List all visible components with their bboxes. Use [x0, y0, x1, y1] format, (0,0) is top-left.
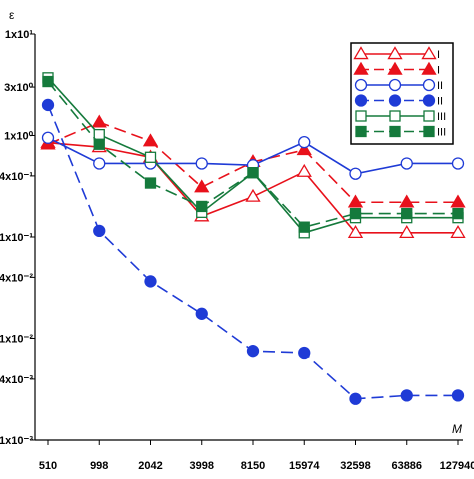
y-axis-label: ε [9, 8, 15, 22]
y-tick-label: 4x10⁻² [0, 272, 33, 284]
legend-marker [354, 78, 368, 92]
series-5 [42, 75, 464, 233]
legend-entry: III [355, 125, 446, 139]
data-point [42, 75, 54, 88]
legend-marker [353, 61, 369, 75]
legend-entry: I [353, 46, 440, 61]
series-layer [40, 72, 466, 405]
data-point [349, 167, 362, 180]
y-tick-label: 1x10⁻¹ [0, 232, 33, 244]
legend-marker [388, 94, 402, 107]
legend-marker [423, 110, 435, 122]
legend-entry: III [355, 110, 446, 123]
data-point [93, 138, 105, 150]
data-point [142, 133, 159, 147]
data-point [401, 207, 413, 220]
legend-marker [421, 46, 437, 60]
x-tick-label: 510 [39, 460, 57, 472]
x-axis-label: M [452, 422, 462, 436]
legend-marker [387, 61, 403, 75]
data-point [451, 389, 465, 402]
data-point [91, 114, 107, 128]
x-tick-label: 32598 [340, 460, 371, 472]
y-tick-label: 1x10⁻² [0, 334, 33, 346]
data-point [400, 157, 413, 170]
y-tick-label: 4x10⁻¹ [0, 171, 33, 183]
legend-label: II [437, 96, 443, 108]
data-point [41, 98, 55, 112]
data-point [349, 207, 362, 220]
data-point [450, 194, 466, 208]
y-tick-label: 1x10⁻³ [0, 435, 33, 447]
data-point [296, 163, 312, 177]
data-point [349, 392, 362, 405]
data-point [347, 194, 364, 208]
legend-marker [389, 110, 401, 122]
x-tick-label: 15974 [289, 460, 320, 472]
legend-marker [355, 110, 367, 122]
legend-marker [355, 125, 367, 138]
legend-label: I [437, 65, 440, 77]
data-point [246, 345, 260, 358]
legend-entry: II [354, 78, 443, 92]
x-tick-label: 8150 [241, 460, 265, 472]
data-point [93, 224, 106, 237]
axes: 1x10¹ 3x10⁰ 1x10⁰ 4x10⁻¹ 1x10⁻¹ 4x10⁻² 1x10⁻² 4… [0, 29, 474, 472]
y-tick-label: 3x10⁰ [4, 82, 33, 94]
legend-entry: I [353, 61, 440, 77]
legend-label: III [437, 111, 446, 123]
data-point [298, 221, 310, 233]
legend-label: I [437, 49, 440, 61]
legend-label: II [437, 80, 443, 92]
data-point [247, 167, 259, 179]
x-tick-label: 127940 [440, 460, 474, 472]
data-point [245, 188, 261, 202]
legend-marker [354, 94, 368, 107]
data-point [195, 157, 208, 170]
data-point [298, 135, 311, 149]
series-2 [41, 131, 465, 180]
data-point [400, 389, 413, 402]
y-tick-label: 4x10⁻³ [0, 374, 33, 386]
data-point [399, 194, 415, 208]
legend-box [350, 42, 454, 145]
data-point [452, 207, 464, 220]
data-point [144, 177, 157, 189]
legend-marker [422, 94, 436, 107]
legend-marker [422, 78, 436, 92]
data-point [41, 131, 55, 144]
legend-marker [421, 61, 437, 75]
data-point [296, 142, 312, 156]
data-point [450, 225, 466, 238]
data-point [93, 128, 105, 141]
x-tick-label: 998 [90, 460, 108, 472]
data-point [347, 225, 364, 238]
x-tick-label: 2042 [138, 460, 162, 472]
data-point [93, 157, 106, 170]
data-point [399, 225, 415, 238]
data-point [194, 179, 210, 193]
data-point [298, 346, 311, 360]
data-point [144, 275, 157, 288]
series-3 [41, 98, 465, 405]
x-tick-label: 3998 [190, 460, 214, 472]
legend-entry: II [354, 94, 443, 108]
y-tick-label: 1x10¹ [5, 29, 33, 41]
legend-marker [423, 125, 435, 138]
legend-label: III [437, 127, 446, 139]
data-point [196, 200, 208, 213]
x-tick-label: 63886 [391, 460, 422, 472]
legend-marker [389, 125, 401, 138]
data-point [144, 151, 157, 163]
legend-marker [388, 78, 402, 92]
legend-marker [387, 46, 403, 60]
data-point [451, 157, 465, 170]
y-tick-label: 1x10⁰ [4, 131, 33, 143]
series-0 [40, 134, 466, 238]
data-point [195, 307, 208, 320]
legend-marker [353, 46, 369, 60]
